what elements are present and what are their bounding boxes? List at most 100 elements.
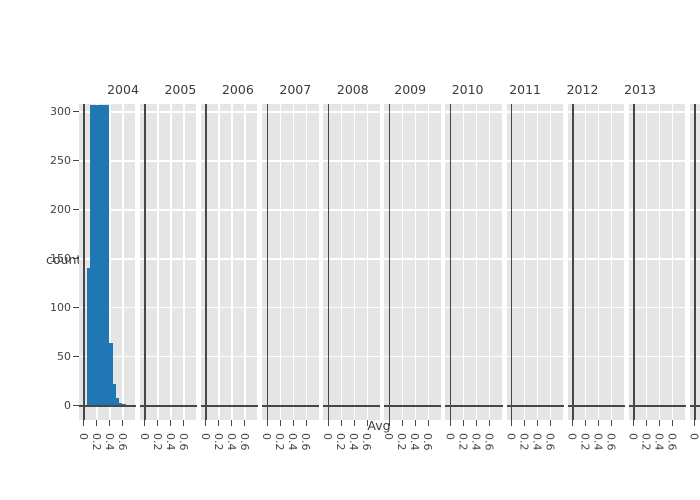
x-tick-mark: [231, 420, 233, 426]
v-gridline: [122, 104, 124, 420]
h-gridline: [567, 209, 625, 211]
x-tick-mark: [597, 420, 599, 426]
histogram-bar: [115, 398, 120, 405]
h-gridline: [506, 258, 564, 260]
v-gridline: [501, 104, 503, 420]
x-tick-mark: [388, 420, 390, 426]
h-gridline: [323, 111, 381, 113]
facet-panel-2009: [384, 104, 442, 420]
facet-title-2013: 2013: [624, 82, 656, 97]
v-gridline: [523, 104, 526, 420]
x-zero-line: [633, 104, 635, 420]
h-gridline: [140, 356, 198, 358]
facet-panel-2010: [445, 104, 503, 420]
h-gridline: [323, 160, 381, 162]
x-tick-label: 0.6: [237, 433, 251, 451]
h-gridline: [567, 111, 625, 113]
x-tick-mark: [96, 420, 98, 426]
x-tick-mark: [523, 420, 525, 426]
y-axis-title: count: [46, 252, 82, 267]
h-gridline: [445, 111, 503, 113]
h-gridline: [384, 258, 442, 260]
facet-panel-2007: [262, 104, 320, 420]
x-tick-mark: [205, 420, 207, 426]
facet-title-2006: 2006: [221, 82, 254, 97]
h-gridline: [262, 209, 320, 211]
h-gridline: [628, 307, 686, 309]
v-gridline: [672, 104, 674, 420]
h-gridline: [201, 258, 259, 260]
x-tick-label: 0: [687, 433, 700, 440]
x-tick-label: 0: [626, 433, 640, 440]
v-gridline: [244, 104, 246, 420]
h-gridline: [628, 209, 686, 211]
x-zero-line: [449, 104, 452, 420]
v-gridline: [157, 104, 159, 420]
v-gridline: [414, 104, 416, 420]
v-gridline: [305, 104, 307, 420]
v-gridline: [257, 104, 259, 420]
h-gridline: [323, 258, 381, 260]
h-gridline: [506, 111, 564, 113]
v-gridline: [340, 104, 342, 420]
h-gridline: [201, 111, 259, 113]
x-tick-mark: [366, 420, 368, 426]
h-gridline: [506, 307, 564, 309]
v-gridline: [318, 104, 320, 420]
x-zero-line: [83, 104, 85, 420]
x-tick-label: 0.6: [299, 433, 313, 451]
v-gridline: [475, 104, 478, 420]
h-gridline: [506, 356, 564, 358]
x-tick-label: 0: [198, 433, 212, 440]
x-tick-label: 0.6: [543, 433, 557, 451]
x-tick-label: 0: [321, 433, 335, 440]
v-gridline: [646, 104, 648, 420]
h-gridline: [445, 258, 503, 260]
y-tick-mark: [73, 160, 79, 162]
x-tick-label: 0.4: [408, 433, 422, 451]
v-gridline: [170, 104, 172, 420]
h-gridline: [262, 356, 320, 358]
v-gridline: [379, 104, 381, 420]
x-tick-mark: [571, 420, 573, 426]
v-gridline: [597, 104, 600, 420]
x-tick-label: 0.4: [102, 433, 116, 451]
h-gridline: [140, 209, 198, 211]
h-gridline: [445, 307, 503, 309]
x-zero-line: [694, 104, 696, 420]
facet-title-2010: 2010: [451, 82, 484, 97]
facet-title-2004: 2004: [107, 82, 139, 97]
v-gridline: [659, 104, 661, 420]
facet-panel-partial: [689, 104, 700, 420]
v-gridline: [196, 104, 198, 420]
v-gridline: [401, 104, 403, 420]
x-tick-label: 0.4: [469, 433, 483, 451]
x-tick-label: 0.2: [639, 433, 653, 451]
x-tick-mark: [327, 420, 329, 426]
y-tick-label: 200: [50, 202, 71, 216]
x-tick-label: 0.4: [163, 433, 177, 451]
v-gridline: [279, 104, 281, 420]
x-tick-label: 0: [443, 433, 457, 440]
x-tick-mark: [414, 420, 416, 426]
x-tick-label: 0.6: [115, 433, 129, 451]
x-tick-label: 0.4: [347, 433, 361, 451]
x-tick-mark: [218, 420, 220, 426]
y-tick-mark: [73, 405, 79, 406]
histogram-bar: [122, 404, 126, 405]
x-tick-label: 0.4: [224, 433, 238, 451]
v-gridline: [488, 104, 491, 420]
facet-panel-2008: [323, 104, 381, 420]
v-gridline: [366, 104, 368, 420]
facet-title-2009: 2009: [394, 82, 427, 97]
h-gridline: [323, 307, 381, 309]
facet-panel-2013: [628, 104, 686, 420]
h-gridline: [262, 111, 320, 113]
x-tick-mark: [659, 420, 661, 426]
x-tick-mark: [475, 420, 477, 426]
y-tick-label: 100: [50, 300, 71, 314]
x-tick-label: 0.2: [211, 433, 225, 451]
y-tick-label: 250: [50, 153, 71, 167]
x-tick-label: 0.4: [652, 433, 666, 451]
